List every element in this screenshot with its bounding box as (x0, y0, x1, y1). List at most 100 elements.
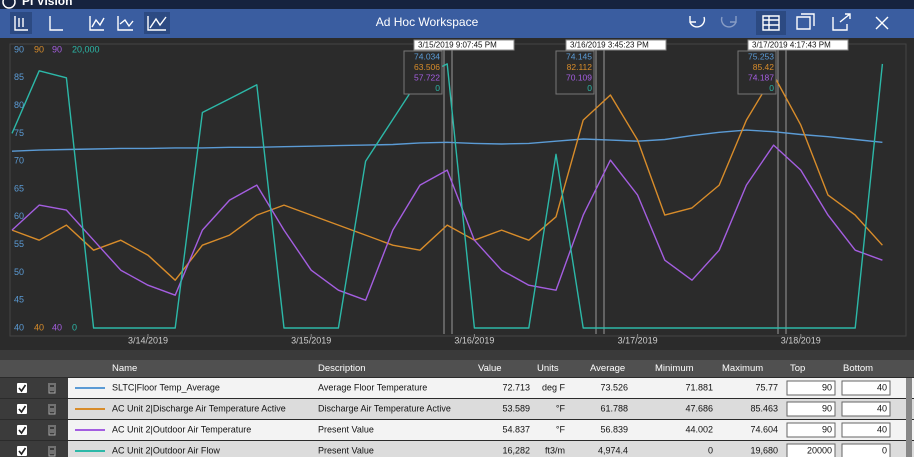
btn-close[interactable] (875, 16, 889, 30)
axis-limit-label: 40 (52, 322, 62, 332)
btn-trend-3[interactable] (144, 12, 170, 34)
bottom-input[interactable] (841, 422, 891, 438)
column-header: Units (537, 363, 559, 374)
cursor-value: 70.109 (566, 72, 592, 82)
row-bg (68, 378, 914, 398)
top-input[interactable] (786, 422, 836, 438)
y2-tick-label: 20,000 (72, 44, 100, 54)
series-line (11, 63, 884, 329)
cursor-value: 0 (435, 83, 440, 93)
cursor-value: 74.187 (748, 72, 774, 82)
series-line (11, 129, 883, 152)
column-header: Top (790, 363, 805, 374)
row-controls-bg (0, 378, 68, 398)
description: Present Value (318, 445, 374, 455)
btn-copy[interactable] (796, 13, 815, 30)
y-tick-label: 40 (14, 322, 24, 332)
cell-minimum: 44.002 (685, 424, 713, 434)
cursor-value: 82.112 (567, 62, 593, 72)
top-input[interactable] (786, 380, 836, 396)
btn-export[interactable] (832, 13, 851, 31)
cell-average: 73.526 (600, 382, 628, 392)
row-controls-bg (0, 420, 68, 440)
btn-redo[interactable] (720, 16, 737, 28)
cell-average: 61.788 (600, 403, 628, 413)
app-name: PI Vision (22, 0, 72, 8)
y-tick-label: 80 (14, 100, 24, 110)
icon (147, 16, 167, 31)
btn-undo[interactable] (689, 16, 706, 28)
bottom-input[interactable] (841, 401, 891, 417)
cell-value: 54.837 (502, 424, 530, 434)
cell-units: ft3/m (545, 445, 565, 455)
cell-bottom: 0 (882, 445, 887, 455)
y-tick-label: 90 (14, 44, 24, 54)
delete-icon[interactable] (48, 425, 56, 436)
cursor-label-box (747, 39, 849, 51)
checkmark (18, 426, 27, 435)
cell-units: °F (556, 403, 566, 413)
btn-trend-1[interactable] (89, 16, 105, 31)
cell-bottom: 40 (877, 382, 887, 392)
cell-maximum: 75.77 (755, 382, 778, 392)
workspace-title: Ad Hoc Workspace (376, 15, 479, 29)
cursor-value: 57.722 (414, 72, 440, 82)
bottom-input[interactable] (841, 380, 891, 396)
description: Discharge Air Temperature Active (318, 403, 451, 413)
cursor-label-box (413, 39, 515, 51)
bottom-input[interactable] (841, 443, 891, 457)
btn-table[interactable] (756, 11, 786, 35)
axis-limit-label: 40 (34, 322, 44, 332)
y-tick-label: 85 (14, 72, 24, 82)
row-controls-bg (0, 399, 68, 419)
legend-table: Name Description Value Units Average Minimum M… (0, 363, 914, 457)
icon (14, 16, 28, 31)
axis-limit-label: 90 (34, 44, 44, 54)
toolbar-left (10, 12, 170, 34)
description: Average Floor Temperature (318, 382, 427, 392)
cell-value: 16,282 (502, 445, 530, 455)
cell-units: deg F (542, 382, 566, 392)
column-header: Value (478, 363, 502, 374)
top-input[interactable] (786, 443, 836, 457)
cursor-value: 74.145 (566, 51, 592, 61)
x-tick-label: 3/14/2019 (128, 335, 168, 345)
cell-top: 90 (822, 403, 832, 413)
series-line (11, 144, 883, 301)
column-header: Description (318, 363, 366, 374)
splitter (0, 350, 914, 360)
btn-trend-2[interactable] (117, 16, 134, 31)
delete-icon[interactable] (48, 446, 56, 457)
y-tick-label: 60 (14, 211, 24, 221)
series-name: AC Unit 2|Outdoor Air Temperature (112, 424, 251, 434)
row-bg (68, 420, 914, 440)
cursor-value: 75.253 (748, 51, 774, 61)
cursor-value-box (737, 50, 777, 95)
column-header: Maximum (722, 363, 763, 374)
y-tick-label: 75 (14, 128, 24, 138)
btn-single[interactable] (49, 16, 63, 31)
cursor-value: 74.034 (414, 51, 440, 61)
table-header (0, 360, 914, 377)
y-tick-label: 45 (14, 295, 24, 305)
axis-limit-label: 90 (52, 44, 62, 54)
cursor-value: 85.42 (753, 62, 775, 72)
y2-tick-label: 0 (72, 322, 77, 332)
delete-icon[interactable] (48, 383, 56, 394)
delete-icon[interactable] (48, 404, 56, 415)
x-tick-label: 3/15/2019 (291, 335, 331, 345)
cell-top: 90 (822, 382, 832, 392)
icon (762, 15, 780, 31)
cursor-value: 63.506 (414, 62, 440, 72)
x-tick-label: 3/17/2019 (618, 335, 658, 345)
cursor-value: 0 (769, 83, 774, 93)
scrollbar (906, 378, 912, 457)
cell-top: 20000 (807, 445, 832, 455)
y-tick-label: 70 (14, 156, 24, 166)
cell-top: 90 (822, 424, 832, 434)
cell-bottom: 40 (877, 424, 887, 434)
cursor-value: 0 (587, 83, 592, 93)
top-input[interactable] (786, 401, 836, 417)
column-header: Minimum (655, 363, 694, 374)
